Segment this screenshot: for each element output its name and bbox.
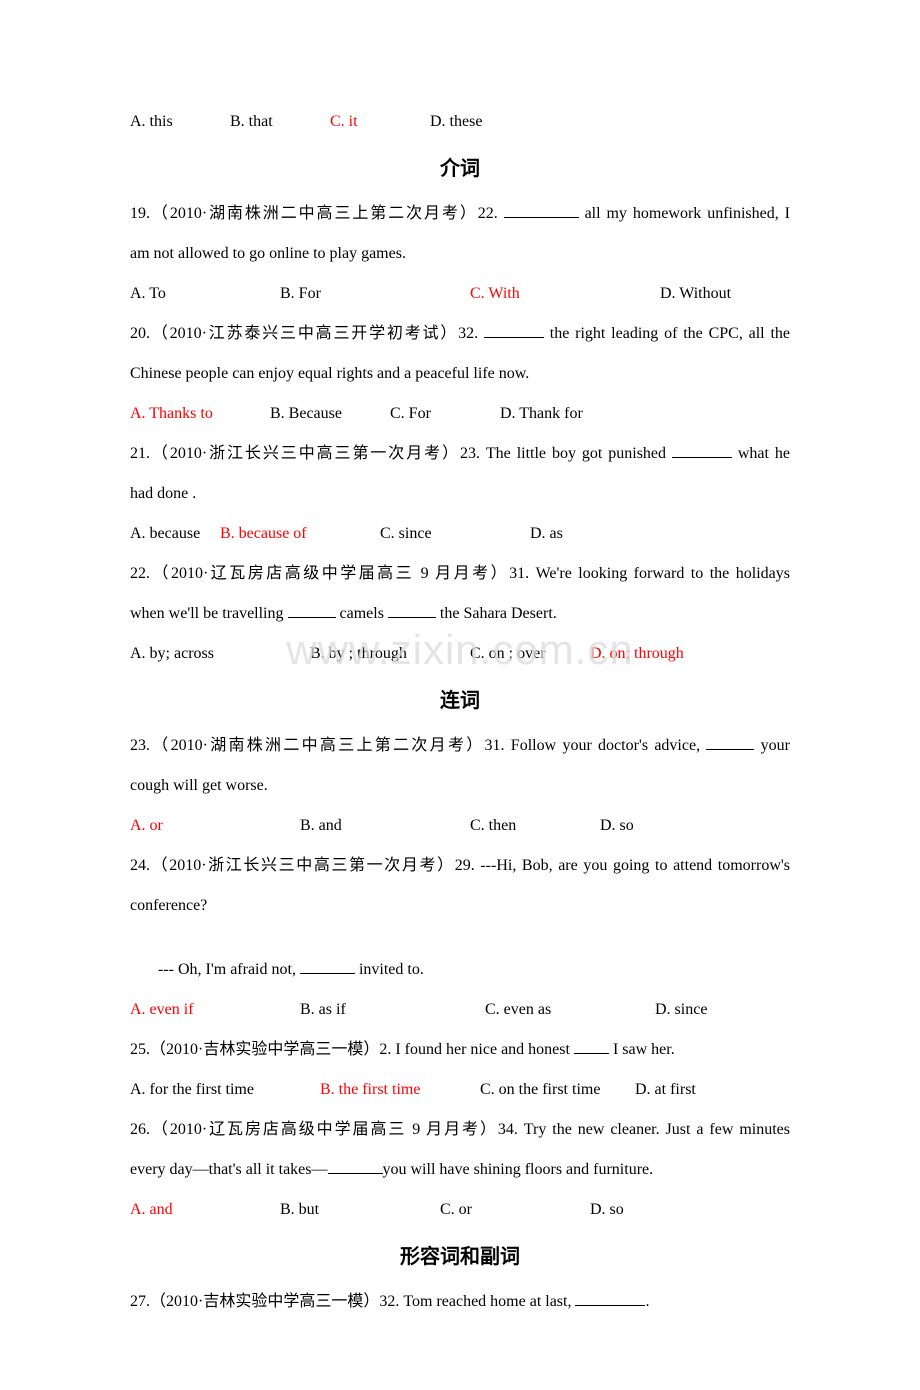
option: D. so [590, 1198, 690, 1222]
blank [328, 1158, 383, 1174]
q24-text1: 24.（2010·浙江长兴三中高三第一次月考）29. ---Hi, Bob, a… [130, 854, 790, 878]
q20-part2: the right leading of the CPC, all the [544, 325, 790, 342]
q27-text: 27.（2010·吉林实验中学高三一模）32. Tom reached home… [130, 1290, 790, 1314]
option: A. because [130, 522, 220, 546]
blank [504, 202, 579, 218]
option: D. these [430, 110, 530, 134]
q22-part-b: camels [336, 605, 388, 622]
q26-options: A. andB. butC. orD. so [130, 1198, 790, 1222]
q26-part-a: every day—that's all it takes— [130, 1161, 328, 1178]
blank [300, 958, 355, 974]
q24-options: A. even ifB. as ifC. even asD. since [130, 998, 790, 1022]
q18-options: A. thisB. thatC. itD. these [130, 110, 790, 134]
option: C. then [470, 814, 600, 838]
q20-text: 20.（2010·江苏泰兴三中高三开学初考试）32. the right lea… [130, 322, 790, 346]
q23-part1: 23.（2010·湖南株洲二中高三上第二次月考）31. Follow your … [130, 737, 706, 754]
q24-part-a: --- Oh, I'm afraid not, [138, 961, 300, 978]
option: B. because of [220, 522, 380, 546]
q21-text: 21.（2010·浙江长兴三中高三第一次月考）23. The little bo… [130, 442, 790, 466]
q23-text2: cough will get worse. [130, 774, 790, 798]
q23-text: 23.（2010·湖南株洲二中高三上第二次月考）31. Follow your … [130, 734, 790, 758]
q20-part1: 20.（2010·江苏泰兴三中高三开学初考试）32. [130, 325, 484, 342]
section-title-adjectives: 形容词和副词 [130, 1242, 790, 1272]
option: A. by; across [130, 642, 310, 666]
option: D. since [655, 998, 755, 1022]
q25-options: A. for the first timeB. the first timeC.… [130, 1078, 790, 1102]
option: C. on ; over [470, 642, 590, 666]
q21-part1: 21.（2010·浙江长兴三中高三第一次月考）23. The little bo… [130, 445, 672, 462]
option: A. this [130, 110, 230, 134]
q21-text2: had done . [130, 482, 790, 506]
q19-text: 19.（2010·湖南株洲二中高三上第二次月考）22. all my homew… [130, 202, 790, 226]
q19-part2: all my homework unfinished, I [579, 205, 790, 222]
option: D. Thank for [500, 402, 620, 426]
q26-text2: every day—that's all it takes— you will h… [130, 1158, 790, 1182]
q24-text3: --- Oh, I'm afraid not, invited to. [130, 934, 790, 982]
option: C. since [380, 522, 530, 546]
option: B. Because [270, 402, 390, 426]
q25-part1: 25.（2010·吉林实验中学高三一模）2. I found her nice … [130, 1041, 574, 1058]
q24-part-b: invited to. [355, 961, 424, 978]
q20-options: A. Thanks toB. BecauseC. ForD. Thank for [130, 402, 790, 426]
option: D. on; through [590, 642, 710, 666]
q23-options: A. orB. andC. thenD. so [130, 814, 790, 838]
q21-part2: what he [732, 445, 790, 462]
section-title-conjunctions: 连词 [130, 686, 790, 716]
option: A. for the first time [130, 1078, 320, 1102]
option: D. as [530, 522, 630, 546]
q22-text1: 22.（2010·辽瓦房店高级中学届高三 9 月月考）31. We're loo… [130, 562, 790, 586]
blank [574, 1038, 609, 1054]
q22-part-a: when we'll be travelling [130, 605, 288, 622]
option: C. For [390, 402, 500, 426]
option: B. but [280, 1198, 440, 1222]
option: C. on the first time [480, 1078, 635, 1102]
option: A. or [130, 814, 300, 838]
option: A. even if [130, 998, 300, 1022]
q22-text2: when we'll be travelling camels the Saha… [130, 602, 790, 626]
blank [575, 1290, 645, 1306]
q19-options: A. ToB. ForC. WithD. Without [130, 282, 790, 306]
blank [672, 442, 732, 458]
option: D. at first [635, 1078, 735, 1102]
option: D. so [600, 814, 700, 838]
q26-part-b: you will have shining floors and furnitu… [383, 1161, 654, 1178]
q22-part-c: the Sahara Desert. [436, 605, 557, 622]
q21-options: A. because B. because ofC. sinceD. as [130, 522, 790, 546]
option: C. With [470, 282, 660, 306]
option: D. Without [660, 282, 780, 306]
q23-part2: your [754, 737, 790, 754]
q22-options: A. by; acrossB. by ; throughC. on ; over… [130, 642, 790, 666]
blank [706, 734, 754, 750]
blank [288, 602, 336, 618]
q24-text2: conference? [130, 894, 790, 918]
option: C. or [440, 1198, 590, 1222]
q25-text: 25.（2010·吉林实验中学高三一模）2. I found her nice … [130, 1038, 790, 1062]
option: B. the first time [320, 1078, 480, 1102]
blank [484, 322, 544, 338]
q25-part2: I saw her. [609, 1041, 675, 1058]
option: B. that [230, 110, 330, 134]
q19-text2: am not allowed to go online to play game… [130, 242, 790, 266]
option: B. as if [300, 998, 485, 1022]
section-title-prepositions: 介词 [130, 154, 790, 184]
option: B. by ; through [310, 642, 470, 666]
option: A. To [130, 282, 280, 306]
blank [388, 602, 436, 618]
option: A. and [130, 1198, 280, 1222]
option: C. even as [485, 998, 655, 1022]
q20-text2: Chinese people can enjoy equal rights an… [130, 362, 790, 386]
q26-text1: 26.（2010·辽瓦房店高级中学届高三 9 月月考）34. Try the n… [130, 1118, 790, 1142]
option: B. For [280, 282, 470, 306]
option: B. and [300, 814, 470, 838]
option: A. Thanks to [130, 402, 270, 426]
q19-part1: 19.（2010·湖南株洲二中高三上第二次月考）22. [130, 205, 504, 222]
option: C. it [330, 110, 430, 134]
